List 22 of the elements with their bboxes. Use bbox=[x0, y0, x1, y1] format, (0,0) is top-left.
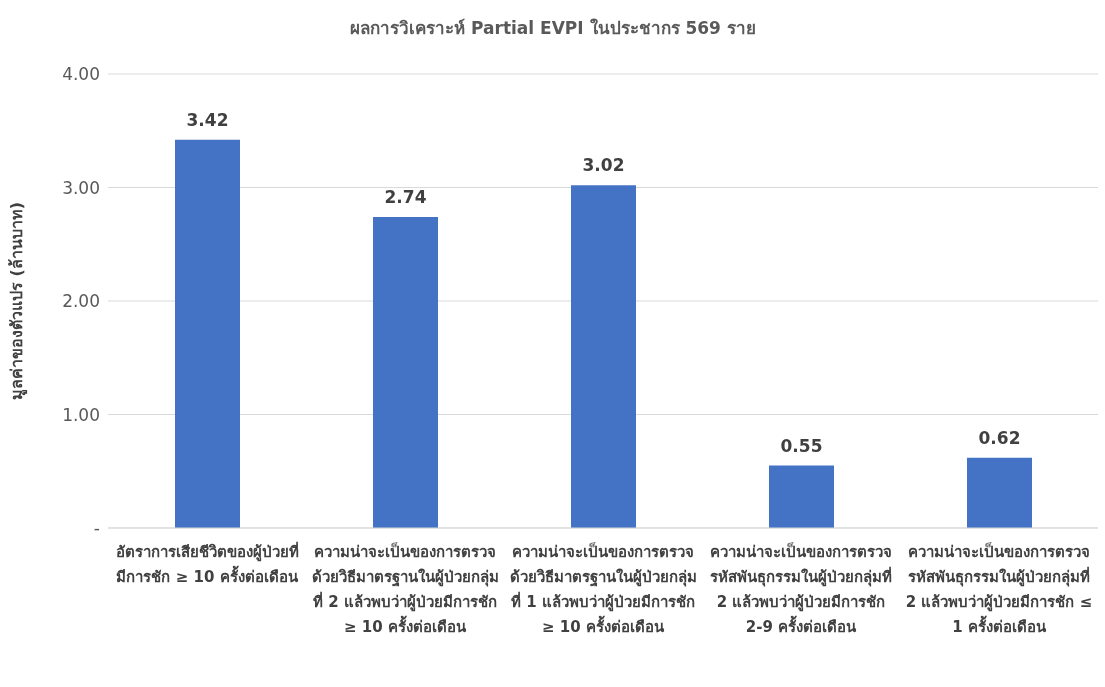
chart-title: ผลการวิเคราะห์ Partial EVPI ในประชากร 569 ราย bbox=[349, 17, 757, 40]
bar bbox=[373, 217, 438, 528]
data-label: 3.02 bbox=[582, 155, 625, 176]
x-tick-label: ความน่าจะเป็นของการตรวจด้วยวิธีมาตรฐานในผู้ป่วยกลุ่มที่ 1 แล้วพบว่าผู้ป่วยมีการชัก ≥ 10 ครั้งต่อเดือน bbox=[508, 541, 698, 638]
data-label: 2.74 bbox=[384, 187, 427, 208]
x-tick-label: ความน่าจะเป็นของการตรวจด้วยวิธีมาตรฐานในผู้ป่วยกลุ่มที่ 2 แล้วพบว่าผู้ป่วยมีการชัก ≥ 10 ครั้งต่อเดือน bbox=[310, 541, 500, 638]
x-tick-label: ความน่าจะเป็นของการตรวจรหัสพันธุกรรมในผู้ป่วยกลุ่มที่ 2 แล้วพบว่าผู้ป่วยมีการชัก ≤ 1 ครั้งต่อเดือน bbox=[904, 541, 1094, 638]
bar bbox=[769, 465, 834, 528]
data-label: 0.55 bbox=[780, 435, 823, 456]
y-tick-label: 4.00 bbox=[62, 64, 100, 85]
data-label: 0.62 bbox=[978, 427, 1021, 448]
data-label: 3.42 bbox=[186, 109, 229, 130]
bar bbox=[175, 139, 240, 528]
y-tick-label: 1.00 bbox=[62, 404, 100, 425]
x-tick-label: อัตราการเสียชีวิตของผู้ป่วยที่มีการชัก ≥ 10 ครั้งต่อเดือน bbox=[114, 540, 300, 588]
bar bbox=[571, 185, 636, 528]
y-axis-title: มูลค่าของตัวแปร (ล้านบาท) bbox=[6, 201, 28, 401]
y-tick-label: 3.00 bbox=[62, 177, 100, 198]
x-tick-label: ความน่าจะเป็นของการตรวจรหัสพันธุกรรมในผู้ป่วยกลุ่มที่ 2 แล้วพบว่าผู้ป่วยมีการชัก 2-9 ครั้งต่อเดือน bbox=[709, 541, 893, 638]
y-tick-label: - bbox=[93, 518, 100, 539]
y-tick-label: 2.00 bbox=[62, 291, 100, 312]
bar bbox=[967, 457, 1032, 528]
